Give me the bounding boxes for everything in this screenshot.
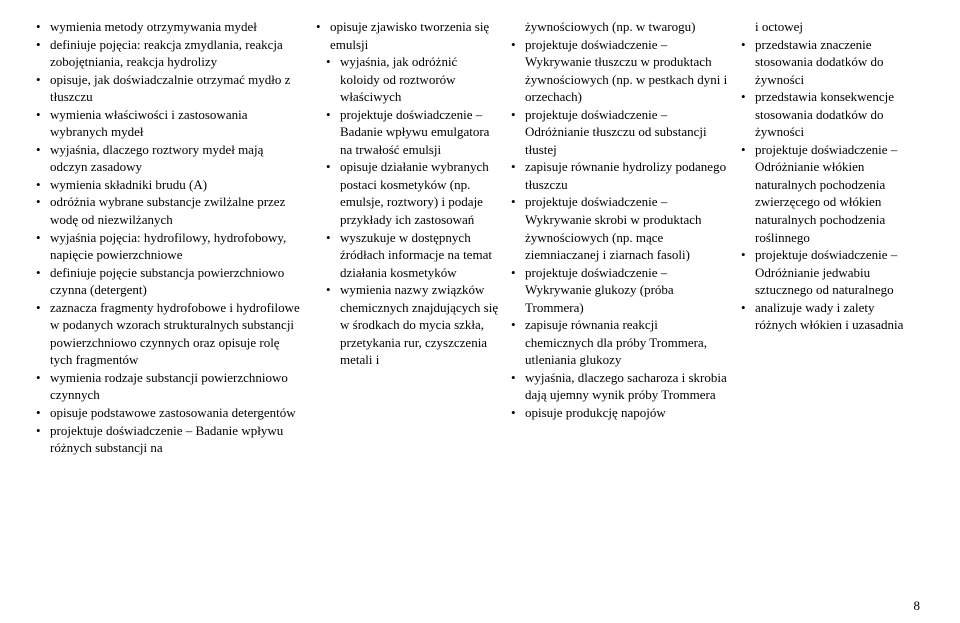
col2-list: opisuje zjawisko tworzenia się emulsji xyxy=(316,18,499,53)
column-2: opisuje zjawisko tworzenia się emulsji w… xyxy=(310,18,505,457)
list-item: wymienia rodzaje substancji powierzchnio… xyxy=(36,369,304,404)
col4-continuation: i octowej xyxy=(741,18,909,36)
list-item: analizuje wady i zalety różnych włókien … xyxy=(741,299,909,334)
column-4: i octowej przedstawia znaczenie stosowan… xyxy=(735,18,915,457)
list-item: projektuje doświadczenie – Odróżnianie t… xyxy=(511,106,729,159)
page-number: 8 xyxy=(914,597,921,615)
list-item: wyszukuje w dostępnych źródłach informac… xyxy=(326,229,499,282)
list-item: projektuje doświadczenie – Wykrywanie gl… xyxy=(511,264,729,317)
list-item: wymienia właściwości i zastosowania wybr… xyxy=(36,106,304,141)
list-item: wyjaśnia, jak odróżnić koloidy od roztwo… xyxy=(326,53,499,106)
col3-continuation: żywnościowych (np. w twarogu) xyxy=(511,18,729,36)
list-item: wymienia nazwy związków chemicznych znaj… xyxy=(326,281,499,369)
columns-container: wymienia metody otrzymywania mydeł defin… xyxy=(30,18,930,457)
list-item: projektuje doświadczenie – Wykrywanie tł… xyxy=(511,36,729,106)
list-item: projektuje doświadczenie – Badanie wpływ… xyxy=(36,422,304,457)
list-item: zaznacza fragmenty hydrofobowe i hydrofi… xyxy=(36,299,304,369)
col4-list: przedstawia znaczenie stosowania dodatkó… xyxy=(741,36,909,334)
list-item: projektuje doświadczenie – Badanie wpływ… xyxy=(326,106,499,159)
list-item: projektuje doświadczenie – Odróżnianie w… xyxy=(741,141,909,246)
col3-list: projektuje doświadczenie – Wykrywanie tł… xyxy=(511,36,729,422)
list-item: przedstawia znaczenie stosowania dodatkó… xyxy=(741,36,909,89)
col2-sublist: wyjaśnia, jak odróżnić koloidy od roztwo… xyxy=(326,53,499,369)
list-item: definiuje pojęcie substancja powierzchni… xyxy=(36,264,304,299)
list-item-lead: opisuje zjawisko tworzenia się emulsji xyxy=(316,18,499,53)
list-item: odróżnia wybrane substancje zwilżalne pr… xyxy=(36,193,304,228)
list-item: wymienia składniki brudu (A) xyxy=(36,176,304,194)
list-item: opisuje działanie wybranych postaci kosm… xyxy=(326,158,499,228)
column-3: żywnościowych (np. w twarogu) projektuje… xyxy=(505,18,735,457)
list-item: wyjaśnia, dlaczego sacharoza i skrobia d… xyxy=(511,369,729,404)
list-item: zapisuje równania reakcji chemicznych dl… xyxy=(511,316,729,369)
col1-list: wymienia metody otrzymywania mydeł defin… xyxy=(36,18,304,457)
list-item: wyjaśnia pojęcia: hydrofilowy, hydrofobo… xyxy=(36,229,304,264)
list-item: opisuje podstawowe zastosowania detergen… xyxy=(36,404,304,422)
column-1: wymienia metody otrzymywania mydeł defin… xyxy=(30,18,310,457)
list-item: opisuje, jak doświadczalnie otrzymać myd… xyxy=(36,71,304,106)
list-item: projektuje doświadczenie – Odróżnianie j… xyxy=(741,246,909,299)
list-item: wyjaśnia, dlaczego roztwory mydeł mają o… xyxy=(36,141,304,176)
list-item: projektuje doświadczenie – Wykrywanie sk… xyxy=(511,193,729,263)
list-item: wymienia metody otrzymywania mydeł xyxy=(36,18,304,36)
list-item: zapisuje równanie hydrolizy podanego tłu… xyxy=(511,158,729,193)
list-item: przedstawia konsekwencje stosowania doda… xyxy=(741,88,909,141)
list-item: definiuje pojęcia: reakcja zmydlania, re… xyxy=(36,36,304,71)
list-item: opisuje produkcję napojów xyxy=(511,404,729,422)
